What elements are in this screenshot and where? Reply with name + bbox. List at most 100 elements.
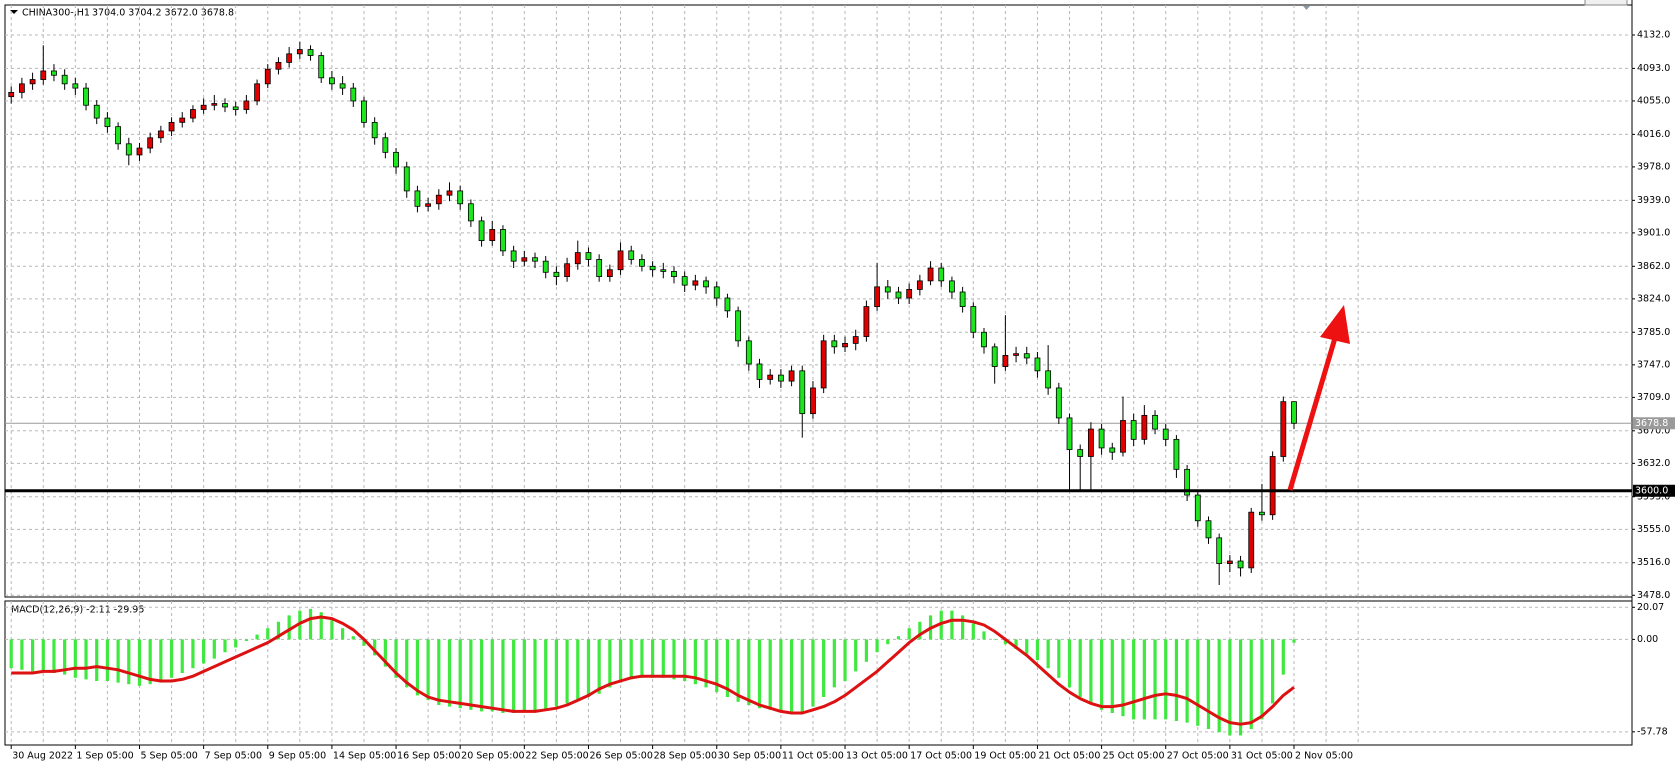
macd-bar <box>1067 639 1072 688</box>
macd-bar <box>1110 639 1114 713</box>
macd-bar <box>1121 639 1125 717</box>
macd-bar <box>544 639 548 710</box>
candle-body <box>211 103 218 106</box>
y-tick-label: 3670.0 <box>1637 425 1670 436</box>
candle-body <box>254 83 260 102</box>
macd-bar <box>854 639 858 672</box>
macd-bar <box>736 639 740 702</box>
macd-bar <box>1132 639 1136 720</box>
macd-bar <box>159 639 163 683</box>
y-tick-label: 3555.0 <box>1637 524 1670 535</box>
macd-bar <box>576 639 580 701</box>
candle-body <box>403 166 410 192</box>
macd-bar <box>864 639 869 662</box>
y-tick-label: 3824.0 <box>1637 293 1670 304</box>
candle-body <box>1066 417 1073 451</box>
candle-body <box>991 346 998 367</box>
candle-body <box>1023 353 1030 359</box>
candle-body <box>51 70 57 76</box>
macd-bar <box>683 639 687 681</box>
candle-body <box>307 49 314 56</box>
candle-body <box>115 126 122 145</box>
candle-body <box>1045 370 1052 389</box>
candle-body <box>361 100 367 123</box>
candle-body <box>874 286 880 307</box>
macd-bar <box>1292 639 1296 643</box>
candle-body <box>606 269 613 277</box>
macd-bar <box>1260 639 1264 720</box>
candle-body <box>831 340 838 348</box>
candle-body <box>970 306 977 333</box>
macd-bar <box>479 639 484 712</box>
x-tick-label: 25 Oct 05:00 <box>1103 751 1165 762</box>
candle-body <box>435 194 442 205</box>
macd-bar <box>1078 639 1082 697</box>
candle-body <box>1291 401 1297 424</box>
candle-body <box>777 374 784 382</box>
candle-body <box>93 104 100 119</box>
macd-bar <box>875 639 879 653</box>
candle-body <box>1226 560 1233 564</box>
y-tick-label: 4093.0 <box>1637 63 1670 74</box>
macd-bar <box>73 639 77 678</box>
macd-bar <box>768 639 772 710</box>
candle-body <box>745 340 752 365</box>
macd-bar <box>383 639 387 667</box>
macd-bar <box>202 639 206 664</box>
macd-bar <box>1025 639 1029 654</box>
macd-bar <box>266 628 270 640</box>
y-tick-label: 3478.0 <box>1637 590 1670 601</box>
collapse-icon[interactable] <box>10 10 18 14</box>
candle-body <box>938 267 945 282</box>
corner-button[interactable] <box>1584 0 1628 6</box>
macd-bar <box>234 639 238 648</box>
macd-bar <box>1228 639 1232 736</box>
candle-body <box>649 265 656 271</box>
macd-bar <box>789 639 794 712</box>
x-tick-label: 22 Sep 05:00 <box>525 751 588 762</box>
x-tick-label: 19 Oct 05:00 <box>974 751 1036 762</box>
x-tick-label: 26 Sep 05:00 <box>589 751 652 762</box>
candle-body <box>1109 447 1116 453</box>
macd-bar <box>672 639 676 680</box>
candle-body <box>329 77 335 85</box>
annotation-arrow <box>1287 305 1350 491</box>
candle-body <box>1259 511 1265 516</box>
macd-bar <box>1185 639 1189 723</box>
candle-body <box>1002 355 1009 367</box>
macd-bar <box>779 639 783 712</box>
macd-bar <box>1281 639 1285 675</box>
chart-title: CHINA300-,H1 <box>22 8 90 19</box>
macd-bar <box>373 639 377 656</box>
signal-line <box>11 615 1295 726</box>
macd-bar <box>105 639 110 681</box>
candle-body <box>500 229 506 252</box>
x-tick-label: 30 Aug 2022 <box>12 751 73 762</box>
candle-body <box>863 306 870 337</box>
arrow-head <box>1320 305 1350 344</box>
macd-bar <box>1238 639 1243 736</box>
candle-body <box>457 190 464 205</box>
candle-body <box>371 121 378 139</box>
macd-bar <box>137 639 142 686</box>
price-tag <box>1633 484 1675 497</box>
x-tick-label: 1 Sep 05:00 <box>76 751 133 762</box>
candle-body <box>820 340 827 389</box>
macd-bar <box>1271 639 1275 704</box>
macd-bar <box>340 628 345 640</box>
candle-body <box>1205 520 1212 539</box>
y-tick-label: 3901.0 <box>1637 227 1670 238</box>
macd-bar <box>1196 639 1200 726</box>
candle-body <box>981 331 987 348</box>
y-tick-label: 3516.0 <box>1637 557 1670 568</box>
macd-bar <box>437 639 441 705</box>
macd-bar <box>20 639 24 670</box>
candle-body <box>884 286 891 293</box>
x-tick-label: 7 Sep 05:00 <box>205 751 262 762</box>
macd-bar <box>1153 639 1157 720</box>
macd-bar <box>640 639 644 678</box>
macd-bar <box>415 639 420 696</box>
shift-marker[interactable] <box>1303 6 1310 10</box>
candle-body <box>916 280 923 290</box>
candle-body <box>852 336 859 344</box>
